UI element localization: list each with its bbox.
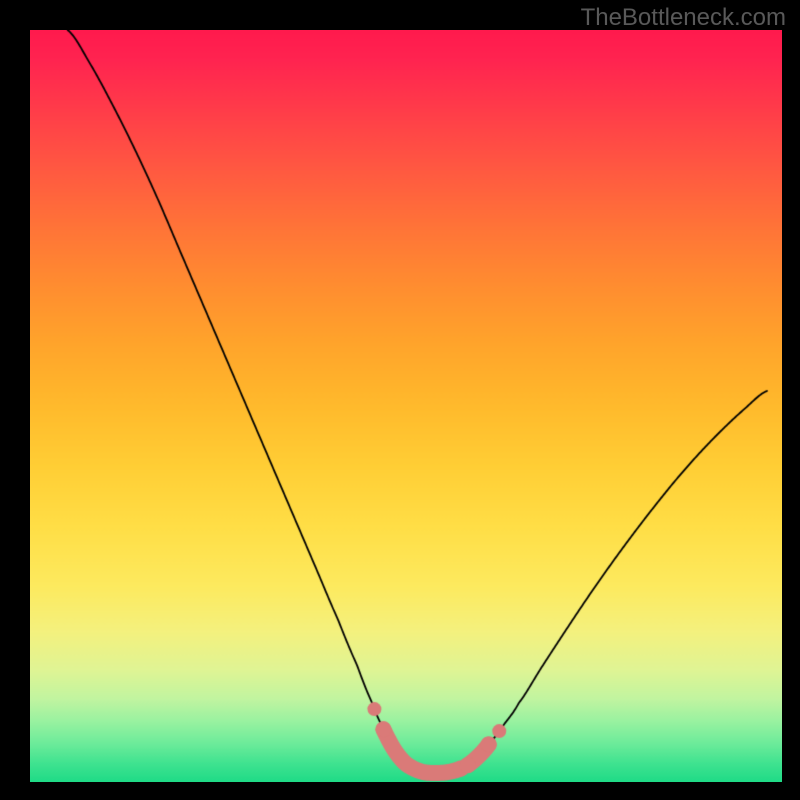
watermark-text: TheBottleneck.com xyxy=(581,4,786,32)
plot-area xyxy=(30,30,782,782)
bottleneck-chart xyxy=(30,30,782,782)
image-container: TheBottleneck.com xyxy=(0,0,800,800)
